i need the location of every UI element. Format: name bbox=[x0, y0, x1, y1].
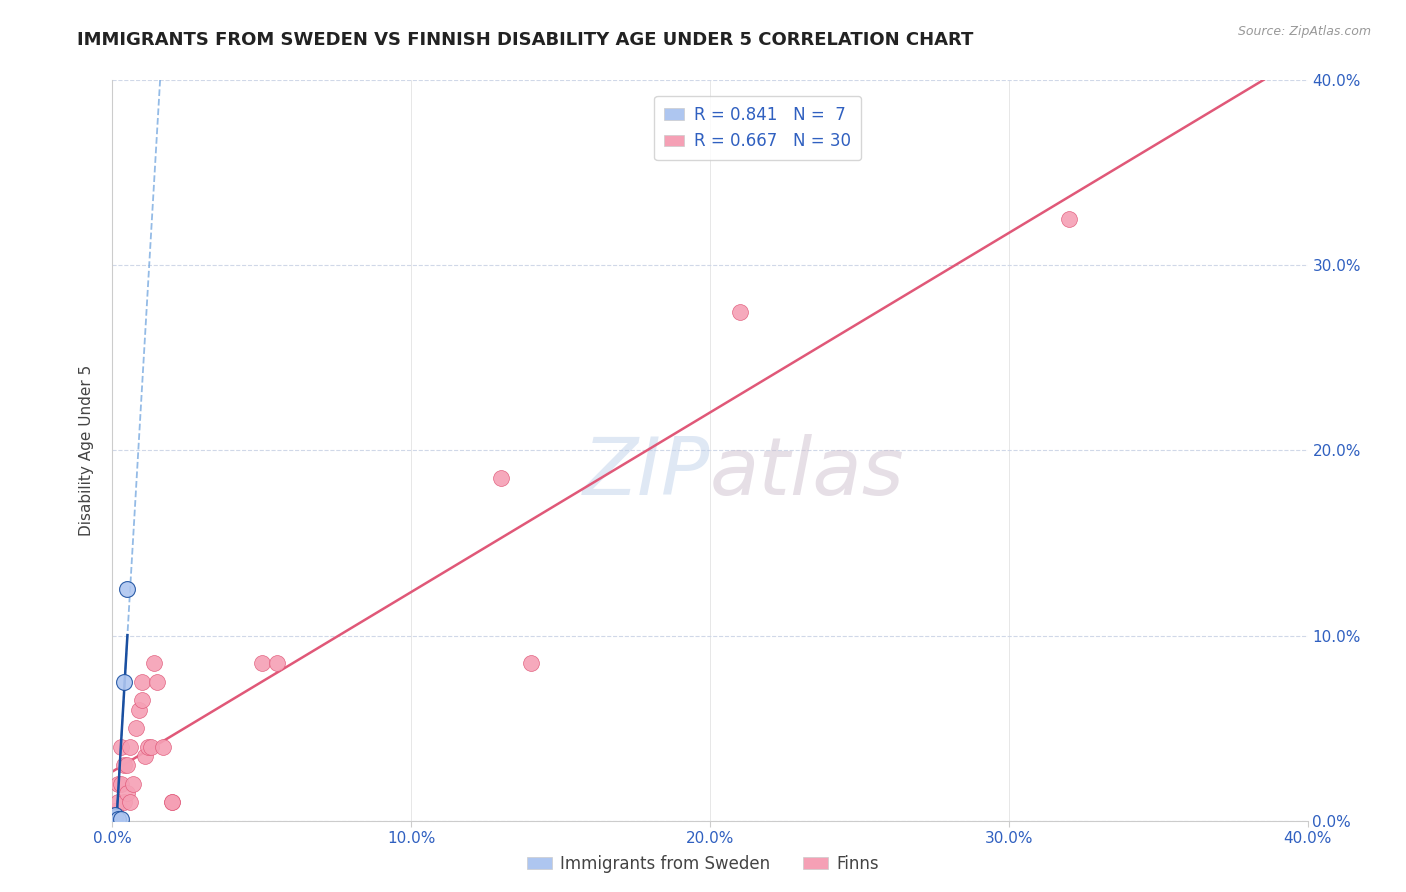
Point bbox=[128, 703, 150, 717]
Point bbox=[728, 304, 751, 318]
Point bbox=[520, 657, 543, 671]
Point bbox=[489, 471, 512, 485]
Point bbox=[110, 739, 132, 754]
Point bbox=[266, 657, 288, 671]
Point bbox=[131, 674, 153, 689]
Point bbox=[162, 795, 183, 809]
Point bbox=[125, 721, 148, 735]
Point bbox=[104, 810, 127, 824]
Point bbox=[131, 693, 153, 707]
Point bbox=[120, 795, 142, 809]
Point bbox=[143, 657, 166, 671]
Text: IMMIGRANTS FROM SWEDEN VS FINNISH DISABILITY AGE UNDER 5 CORRELATION CHART: IMMIGRANTS FROM SWEDEN VS FINNISH DISABI… bbox=[77, 31, 974, 49]
Point bbox=[141, 739, 163, 754]
Text: ZIP: ZIP bbox=[582, 434, 710, 512]
Point bbox=[104, 805, 127, 819]
Point bbox=[104, 812, 127, 826]
Point bbox=[117, 582, 139, 597]
Point bbox=[104, 808, 127, 822]
Point bbox=[117, 786, 139, 800]
Text: Source: ZipAtlas.com: Source: ZipAtlas.com bbox=[1237, 25, 1371, 38]
Y-axis label: Disability Age Under 5: Disability Age Under 5 bbox=[79, 365, 94, 536]
Point bbox=[152, 739, 174, 754]
Point bbox=[110, 776, 132, 791]
Point bbox=[120, 739, 142, 754]
Point bbox=[146, 674, 169, 689]
Point bbox=[107, 795, 129, 809]
Point bbox=[162, 795, 183, 809]
Point bbox=[114, 758, 135, 772]
Point bbox=[110, 812, 132, 826]
Legend: R = 0.841   N =  7, R = 0.667   N = 30: R = 0.841 N = 7, R = 0.667 N = 30 bbox=[654, 96, 862, 161]
Point bbox=[117, 758, 139, 772]
Point bbox=[134, 748, 156, 763]
Point bbox=[122, 776, 145, 791]
Point bbox=[107, 812, 129, 826]
Legend: Immigrants from Sweden, Finns: Immigrants from Sweden, Finns bbox=[520, 848, 886, 880]
Point bbox=[114, 795, 135, 809]
Point bbox=[107, 776, 129, 791]
Point bbox=[1057, 212, 1080, 227]
Point bbox=[114, 674, 135, 689]
Point bbox=[138, 739, 160, 754]
Point bbox=[250, 657, 273, 671]
Text: atlas: atlas bbox=[710, 434, 905, 512]
